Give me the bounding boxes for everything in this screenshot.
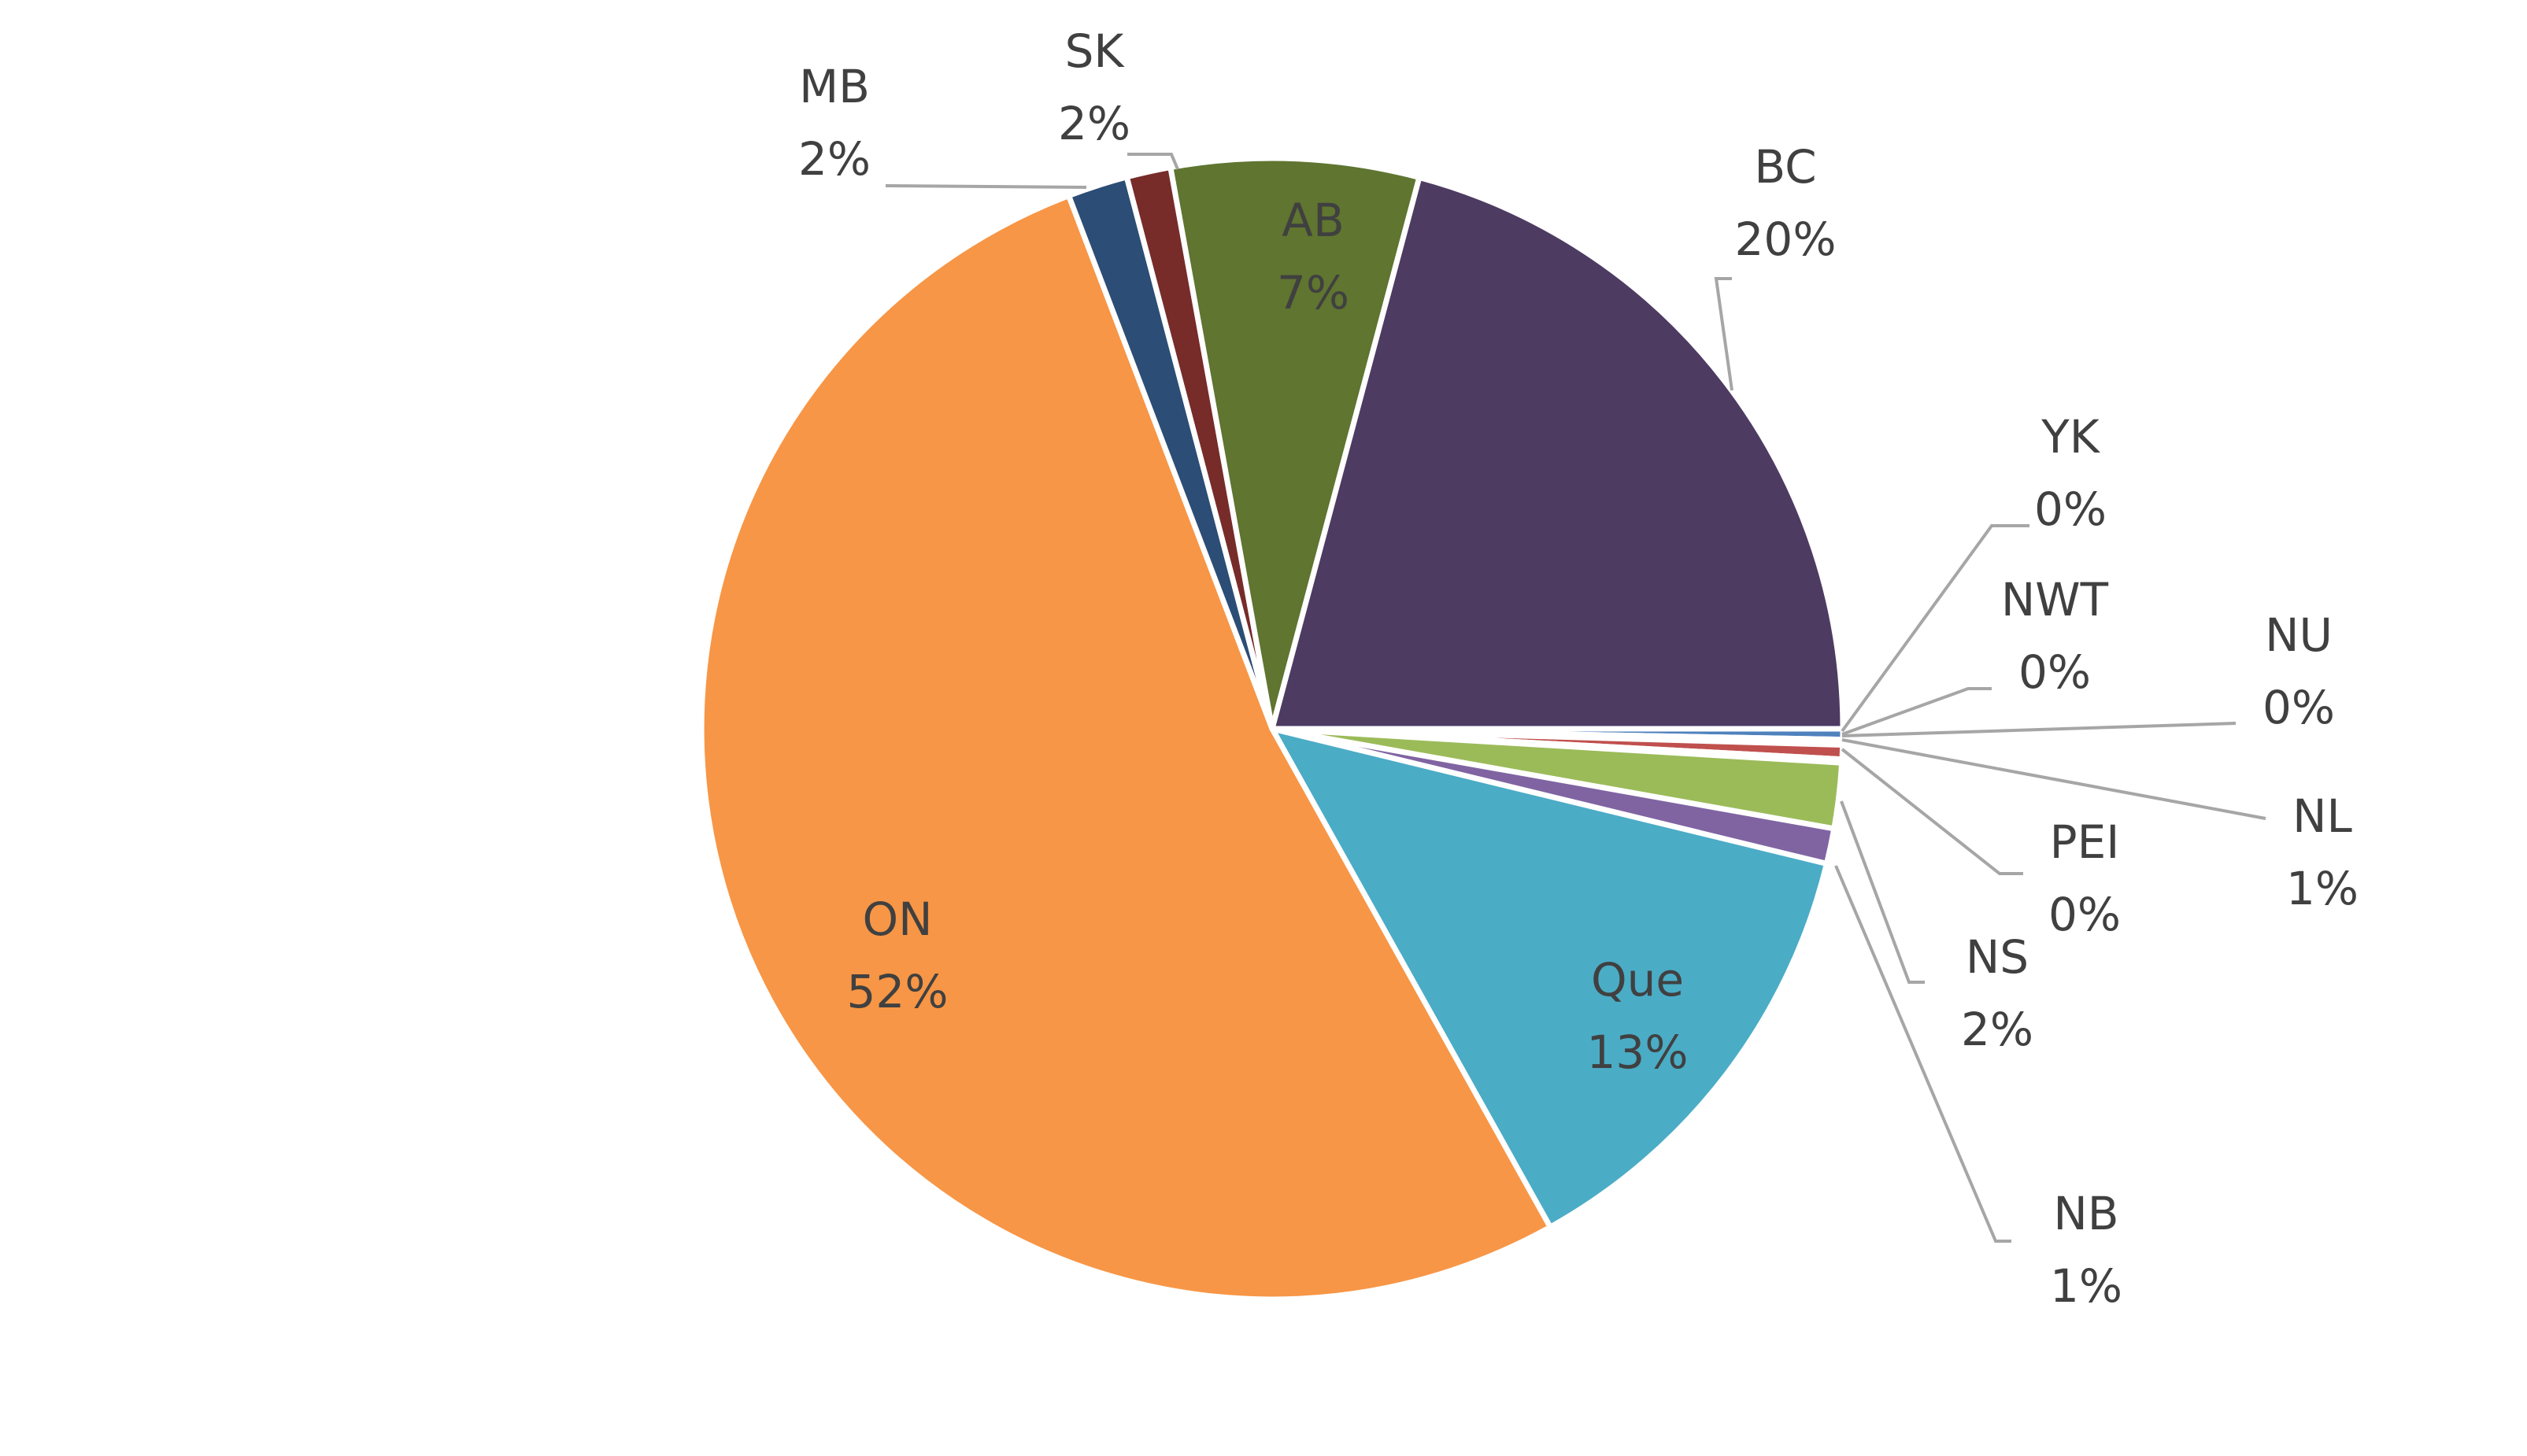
slice-label-ns: NS <box>1966 930 2029 984</box>
leader-line-nu <box>1841 722 2237 737</box>
leader-line-yk <box>1841 524 2029 733</box>
leader-line-nl <box>1841 738 2266 820</box>
leader-line-ns <box>1840 800 1925 984</box>
slice-label-on: ON <box>862 892 932 946</box>
slice-label-yk: YK <box>2040 410 2100 464</box>
slice-percent-mb: 2% <box>798 132 871 186</box>
slice-percent-nl: 1% <box>2286 862 2359 915</box>
pie-slice-ab <box>1167 155 1423 732</box>
slice-label-nb: NB <box>2053 1187 2118 1240</box>
slice-percent-on: 52% <box>847 965 949 1018</box>
slice-percent-ab: 7% <box>1277 266 1349 320</box>
leader-line-pei <box>1841 748 2023 875</box>
slice-percent-que: 13% <box>1587 1025 1689 1079</box>
slice-label-nu: NU <box>2265 608 2333 662</box>
leader-line-nwt <box>1841 687 1992 736</box>
slice-percent-nb: 1% <box>2050 1259 2122 1313</box>
pie-slice-on <box>698 193 1553 1303</box>
slice-label-nwt: NWT <box>2001 573 2109 626</box>
pie-slice-bc <box>1269 175 1846 732</box>
pie-slice-que <box>1269 726 1830 1230</box>
slice-percent-pei: 0% <box>2048 888 2121 941</box>
leader-line-sk <box>1127 153 1179 170</box>
slice-label-pei: PEI <box>2050 815 2120 869</box>
slice-percent-nu: 0% <box>2262 681 2335 734</box>
slice-percent-bc: 20% <box>1735 212 1837 266</box>
slice-percent-sk: 2% <box>1058 97 1130 150</box>
slice-percent-nwt: 0% <box>2018 645 2091 699</box>
leader-line-mb <box>885 184 1087 189</box>
slice-label-que: Que <box>1591 953 1684 1007</box>
leader-line-bc <box>1714 277 1733 391</box>
slice-percent-ns: 2% <box>1961 1003 2033 1056</box>
slice-label-bc: BC <box>1754 140 1816 194</box>
slice-label-sk: SK <box>1065 24 1126 78</box>
slice-label-ab: AB <box>1282 194 1344 247</box>
slice-label-mb: MB <box>799 60 870 113</box>
slice-label-nl: NL <box>2292 789 2352 843</box>
leader-line-nb <box>1834 865 2011 1243</box>
slice-percent-yk: 0% <box>2034 482 2107 536</box>
